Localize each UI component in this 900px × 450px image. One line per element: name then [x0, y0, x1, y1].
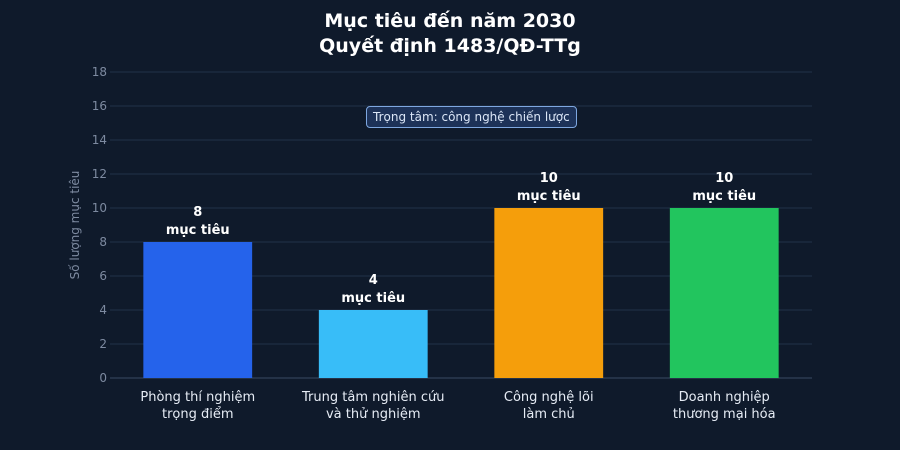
- x-tick-label: Doanh nghiệp: [679, 390, 770, 405]
- data-label-value: 10: [715, 171, 733, 186]
- chart-title: Mục tiêu đến năm 2030: [324, 10, 576, 32]
- y-tick-label: 12: [92, 167, 107, 181]
- y-tick-label: 16: [92, 99, 107, 113]
- data-label-unit: mục tiêu: [341, 291, 405, 306]
- bar: [143, 242, 253, 378]
- bar: [494, 208, 604, 378]
- y-tick-label: 8: [99, 235, 107, 249]
- x-tick-label: Công nghệ lõi: [504, 390, 594, 405]
- y-tick-label: 6: [99, 269, 107, 283]
- bar: [318, 310, 428, 378]
- data-label-value: 4: [369, 273, 378, 288]
- x-tick-label: thương mại hóa: [673, 407, 776, 422]
- x-tick-label: trọng điểm: [162, 407, 234, 422]
- data-label-unit: mục tiêu: [692, 189, 756, 204]
- data-label-unit: mục tiêu: [517, 189, 581, 204]
- data-label-unit: mục tiêu: [166, 223, 230, 238]
- y-tick-label: 18: [92, 65, 107, 79]
- x-tick-label: và thử nghiệm: [326, 407, 421, 422]
- y-tick-label: 4: [99, 303, 107, 317]
- chart-subtitle: Quyết định 1483/QĐ-TTg: [319, 35, 581, 57]
- y-tick-label: 14: [92, 133, 107, 147]
- y-tick-label: 2: [99, 337, 107, 351]
- x-tick-label: Phòng thí nghiệm: [140, 390, 255, 405]
- y-tick-label: 10: [92, 201, 107, 215]
- annotation-box: Trọng tâm: công nghệ chiến lược: [366, 106, 577, 128]
- data-label-value: 10: [540, 171, 558, 186]
- x-tick-label: Trung tâm nghiên cứu: [301, 390, 444, 405]
- bar: [669, 208, 779, 378]
- data-label-value: 8: [193, 205, 202, 220]
- y-tick-label: 0: [99, 371, 107, 385]
- x-tick-label: làm chủ: [523, 407, 575, 422]
